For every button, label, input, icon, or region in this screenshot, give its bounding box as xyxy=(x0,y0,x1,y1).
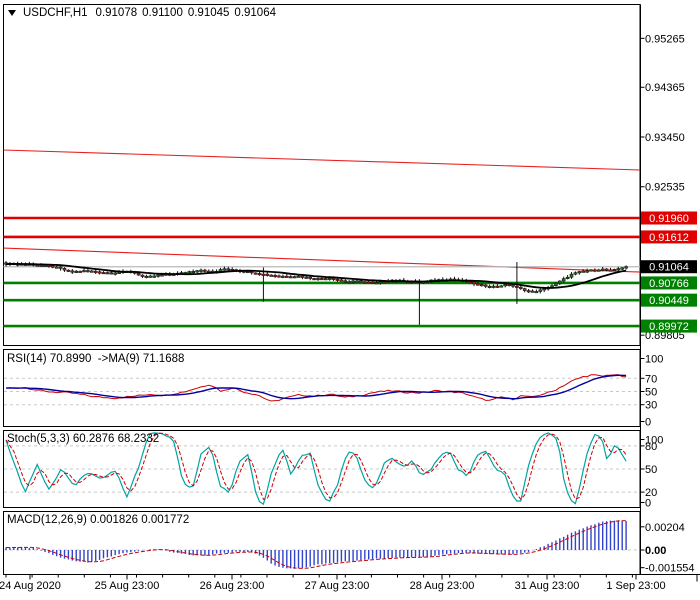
stoch-panel xyxy=(4,432,640,506)
svg-text:26 Aug 23:00: 26 Aug 23:00 xyxy=(200,580,265,592)
trend-line xyxy=(3,247,641,273)
rsi-ma-line xyxy=(5,374,627,400)
price-badge: 0.91064 xyxy=(641,260,697,274)
macd-indicator-label: MACD(12,26,9) 0.001826 0.001772 xyxy=(7,514,190,526)
svg-text:0.94365: 0.94365 xyxy=(645,82,685,94)
price-axis[interactable] xyxy=(641,0,700,574)
time-axis-scale[interactable]: 24 Aug 2020 25 Aug 23:00 26 Aug 23:00 27 Au… xyxy=(0,574,700,593)
svg-text:0.90766: 0.90766 xyxy=(649,278,689,290)
stoch-k-line xyxy=(5,432,627,506)
rsi-indicator-label: RSI(14) 70.8990 ->MA(9) 71.1688 xyxy=(7,353,185,365)
svg-text:27 Aug 23:00: 27 Aug 23:00 xyxy=(305,580,370,592)
svg-text:0.00204: 0.00204 xyxy=(645,522,685,534)
svg-text:28 Aug 23:00: 28 Aug 23:00 xyxy=(410,580,475,592)
svg-text:50: 50 xyxy=(645,464,657,476)
svg-text:100: 100 xyxy=(645,354,663,366)
symbol-period-label: USDCHF,H1 xyxy=(23,7,88,19)
time-axis[interactable] xyxy=(0,575,700,600)
price-ma-line xyxy=(5,262,627,289)
svg-text:0.91064: 0.91064 xyxy=(649,262,689,274)
price-badge: 0.90766 xyxy=(641,276,697,290)
svg-text:31 Aug 23:00: 31 Aug 23:00 xyxy=(515,580,580,592)
svg-text:0.93450: 0.93450 xyxy=(645,132,685,144)
svg-text:20: 20 xyxy=(645,487,657,499)
chart-dropdown-icon[interactable] xyxy=(8,10,16,16)
stoch-d-line xyxy=(5,432,627,501)
svg-text:0.00: 0.00 xyxy=(645,545,666,557)
stoch-indicator-label: Stoch(5,3,3) 60.2876 68.2332 xyxy=(7,433,160,445)
svg-text:0.91612: 0.91612 xyxy=(649,232,689,244)
macd-signal-line xyxy=(6,520,627,569)
ohlc-high: 0.91100 xyxy=(142,7,183,19)
ohlc-open: 0.91078 xyxy=(95,7,138,19)
trend-line xyxy=(3,149,641,171)
price-badge: 0.91612 xyxy=(641,230,697,244)
svg-text:100: 100 xyxy=(645,435,663,447)
svg-text:50: 50 xyxy=(645,387,657,399)
svg-text:80: 80 xyxy=(645,441,657,453)
price-badge: 0.89972 xyxy=(641,319,697,333)
price-axis-scale[interactable]: 0.95265 0.94365 0.93450 0.92535 0.89805 100 70… xyxy=(640,4,698,575)
price-badge: 0.90449 xyxy=(641,293,697,307)
rsi-panel xyxy=(4,374,640,406)
svg-text:0: 0 xyxy=(645,498,651,510)
svg-text:1 Sep 23:00: 1 Sep 23:00 xyxy=(606,580,665,592)
macd-panel xyxy=(4,520,640,569)
chart-title: USDCHF,H1 0.91078 0.91100 0.91045 0.9106… xyxy=(8,7,281,19)
svg-text:0.92535: 0.92535 xyxy=(645,182,685,194)
price-badge: 0.91960 xyxy=(641,211,697,225)
svg-text:24 Aug 2020: 24 Aug 2020 xyxy=(0,580,61,592)
svg-text:0: 0 xyxy=(645,417,651,429)
svg-text:70: 70 xyxy=(645,373,657,385)
svg-text:0.89972: 0.89972 xyxy=(649,321,689,333)
svg-text:-0.001554: -0.001554 xyxy=(645,563,695,575)
main-price-panel xyxy=(3,149,641,328)
svg-text:0.89805: 0.89805 xyxy=(645,330,685,342)
svg-text:0.91960: 0.91960 xyxy=(649,213,689,225)
svg-text:30: 30 xyxy=(645,400,657,412)
svg-text:0.95265: 0.95265 xyxy=(645,33,685,45)
ohlc-close: 0.91064 xyxy=(234,7,276,19)
ohlc-low: 0.91045 xyxy=(187,7,230,19)
svg-text:25 Aug 23:00: 25 Aug 23:00 xyxy=(95,580,160,592)
svg-text:0.90449: 0.90449 xyxy=(649,295,689,307)
